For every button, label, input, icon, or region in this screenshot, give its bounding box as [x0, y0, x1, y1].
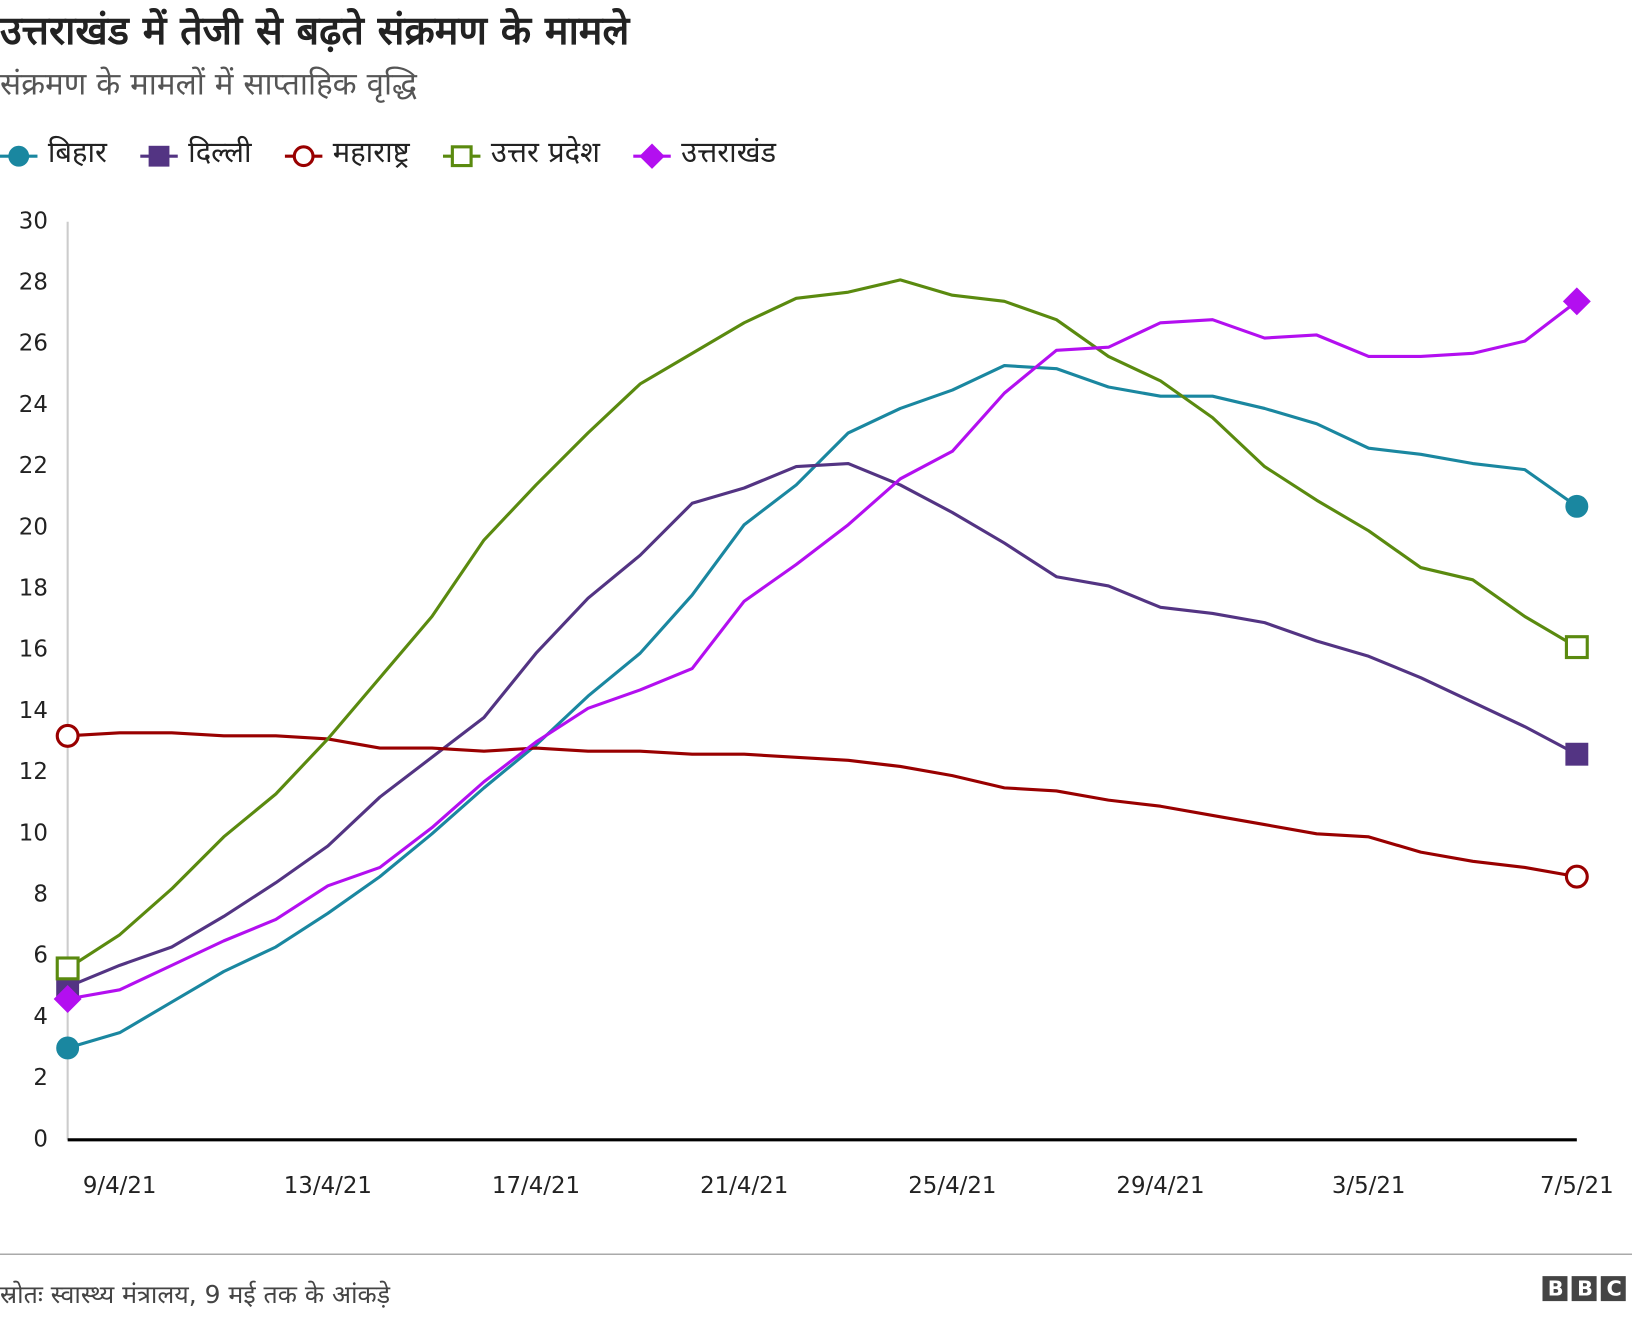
series-line	[67, 364, 1578, 1050]
x-tick-label: 3/5/21	[1332, 1173, 1406, 1199]
y-tick-label: 20	[19, 514, 48, 540]
source: स्रोतः स्वास्थ्य मंत्रालय, 9 मई तक के आं…	[0, 1280, 391, 1309]
series-line	[67, 731, 1578, 879]
legend-label: दिल्ली	[188, 135, 252, 169]
legend-item: उत्तर प्रदेश	[442, 135, 601, 169]
logo-text: BBC	[1548, 1277, 1632, 1301]
marker	[8, 145, 30, 167]
marker	[292, 145, 315, 168]
legend-item: महाराष्ट्र	[284, 135, 411, 169]
y-tick-label: 10	[19, 820, 48, 846]
y-tick-label: 14	[19, 698, 48, 724]
marker	[53, 985, 82, 1013]
y-tick-label: 28	[19, 269, 48, 295]
marker	[450, 145, 473, 168]
legend-label: बिहार	[48, 135, 108, 169]
logo-box	[1600, 1276, 1626, 1302]
x-tick-label: 7/5/21	[1540, 1173, 1614, 1199]
chart-subtitle: संक्रमण के मामलों में साप्ताहिक वृद्धि	[0, 66, 418, 103]
y-tick-label: 22	[19, 453, 48, 479]
y-tick-label: 8	[33, 881, 48, 907]
marker	[1565, 742, 1589, 766]
x-tick-label: 25/4/21	[908, 1173, 996, 1199]
x-tick-label: 17/4/21	[492, 1173, 580, 1199]
x-tick-label: 13/4/21	[284, 1173, 372, 1199]
marker	[56, 1036, 80, 1060]
y-tick-label: 26	[19, 331, 48, 357]
logo-box	[1542, 1276, 1568, 1302]
bbc-logo: BBC	[1542, 1276, 1632, 1302]
x-tick-label: 9/4/21	[83, 1173, 157, 1199]
y-tick-label: 24	[19, 392, 48, 418]
marker	[148, 145, 170, 167]
y-tick-label: 4	[33, 1004, 48, 1030]
marker	[55, 723, 80, 748]
legend-item: दिल्ली	[140, 135, 252, 169]
legend-item: बिहार	[0, 135, 108, 169]
x-tick-label: 21/4/21	[700, 1173, 788, 1199]
chart-title: उत्तराखंड में तेजी से बढ़ते संक्रमण के म…	[0, 7, 630, 54]
series-line	[67, 300, 1578, 1001]
marker	[1564, 635, 1589, 660]
series-line	[67, 461, 1578, 989]
marker	[1565, 494, 1589, 518]
y-tick-label: 18	[19, 575, 48, 601]
y-tick-label: 2	[33, 1065, 48, 1091]
y-tick-label: 16	[19, 637, 48, 663]
legend-label: उत्तर प्रदेश	[491, 135, 601, 169]
y-tick-label: 6	[33, 943, 48, 969]
logo-box	[1571, 1276, 1597, 1302]
marker	[1562, 287, 1591, 316]
x-tick-label: 29/4/21	[1116, 1173, 1204, 1199]
legend-item: उत्तराखंड	[633, 135, 777, 169]
legend-label: महाराष्ट्र	[333, 135, 411, 169]
marker	[55, 956, 80, 981]
marker	[639, 143, 665, 169]
y-tick-label: 30	[19, 208, 48, 234]
y-tick-label: 12	[19, 759, 48, 785]
marker	[1564, 864, 1589, 889]
y-tick-label: 0	[33, 1126, 48, 1152]
legend-label: उत्तराखंड	[681, 135, 776, 169]
series-line	[66, 278, 1578, 970]
